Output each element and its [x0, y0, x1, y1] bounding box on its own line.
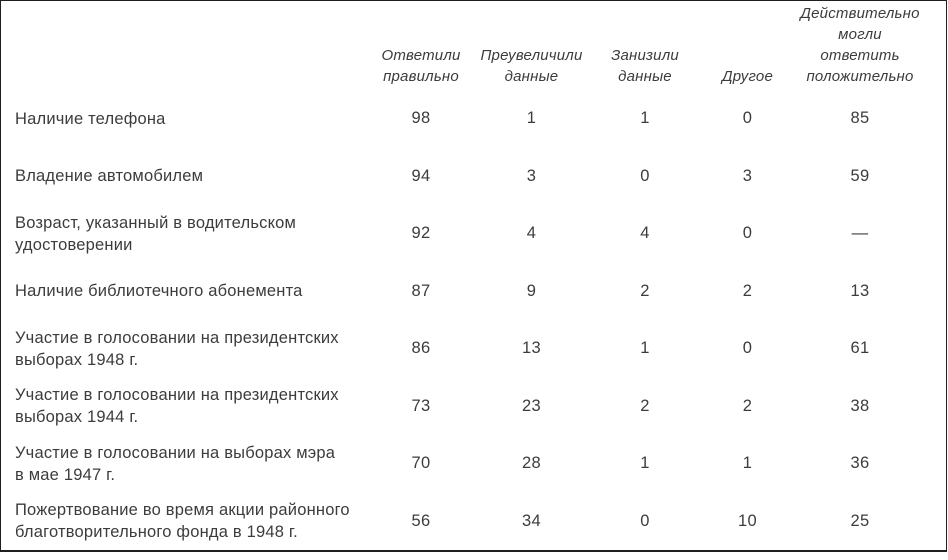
- cell-value: 2: [640, 396, 650, 415]
- table-row: Наличие библиотечного абонемента 87 9 2 …: [1, 263, 946, 321]
- cell-value: 28: [522, 454, 541, 473]
- row-label: Участие в голосовании на президентских в…: [15, 328, 339, 369]
- table-row: Владение автомобилем 94 3 0 3 59: [1, 148, 946, 206]
- cell-value: 61: [850, 339, 870, 358]
- column-header-answered-correctly: Ответили правильно: [381, 47, 461, 85]
- table-row: Участие в голосовании на выборах мэра в …: [1, 435, 946, 493]
- row-label: Участие в голосовании на выборах мэра в …: [15, 443, 336, 484]
- cell-value: 9: [526, 281, 537, 300]
- cell-value: 3: [526, 166, 537, 185]
- column-header-other: Другое: [721, 68, 774, 85]
- row-label: Пожертвование во время акции районного б…: [15, 501, 350, 542]
- cell-value: 13: [850, 281, 870, 300]
- cell-value: 73: [411, 396, 431, 415]
- cell-value: 1: [640, 339, 650, 358]
- cell-value: 56: [411, 511, 431, 530]
- cell-value: 1: [640, 109, 650, 128]
- cell-value: 1: [640, 454, 650, 473]
- cell-value: —: [851, 224, 869, 243]
- table-row: Участие в голосовании на президентских в…: [1, 320, 946, 378]
- cell-value: 23: [522, 396, 541, 415]
- cell-value: 36: [850, 454, 870, 473]
- cell-value: 0: [742, 109, 753, 128]
- cell-value: 38: [850, 396, 870, 415]
- cell-value: 4: [526, 224, 537, 243]
- row-label: Наличие телефона: [15, 109, 166, 128]
- cell-value: 70: [411, 454, 431, 473]
- cell-value: 10: [738, 511, 757, 530]
- row-label: Участие в голосовании на президентских в…: [15, 386, 339, 427]
- table-header-row: Ответили правильно Преувеличили данные З…: [1, 1, 946, 90]
- cell-value: 86: [411, 339, 431, 358]
- column-header-exaggerated: Преувеличили данные: [480, 47, 583, 85]
- cell-value: 0: [742, 339, 753, 358]
- cell-value: 34: [522, 511, 541, 530]
- cell-value: 92: [411, 224, 431, 243]
- cell-value: 0: [640, 166, 650, 185]
- row-label: Возраст, указанный в водительском удосто…: [15, 213, 297, 254]
- row-label: Наличие библиотечного абонемента: [15, 282, 303, 301]
- cell-value: 13: [522, 339, 541, 358]
- cell-value: 0: [742, 224, 753, 243]
- cell-value: 0: [640, 511, 650, 530]
- table-row: Наличие телефона 98 1 1 0 85: [1, 90, 946, 148]
- cell-value: 94: [411, 166, 431, 185]
- cell-value: 3: [742, 166, 753, 185]
- column-header-could-answer-positively: Действительно могли ответить положительн…: [800, 5, 920, 85]
- cell-value: 2: [742, 396, 753, 415]
- row-label: Владение автомобилем: [15, 167, 204, 186]
- cell-value: 1: [526, 109, 537, 128]
- table-row: Участие в голосовании на президентских в…: [1, 378, 946, 436]
- table-row: Пожертвование во время акции районного б…: [1, 493, 946, 551]
- cell-value: 4: [640, 224, 650, 243]
- column-header-understated: Занизили данные: [611, 47, 679, 85]
- cell-value: 25: [850, 511, 870, 530]
- cell-value: 2: [742, 281, 753, 300]
- cell-value: 59: [850, 166, 870, 185]
- cell-value: 2: [640, 281, 650, 300]
- cell-value: 98: [411, 109, 431, 128]
- cell-value: 87: [411, 281, 431, 300]
- table-row: Возраст, указанный в водительском удосто…: [1, 205, 946, 263]
- survey-accuracy-table: Ответили правильно Преувеличили данные З…: [1, 1, 946, 550]
- cell-value: 85: [850, 109, 870, 128]
- cell-value: 1: [742, 454, 753, 473]
